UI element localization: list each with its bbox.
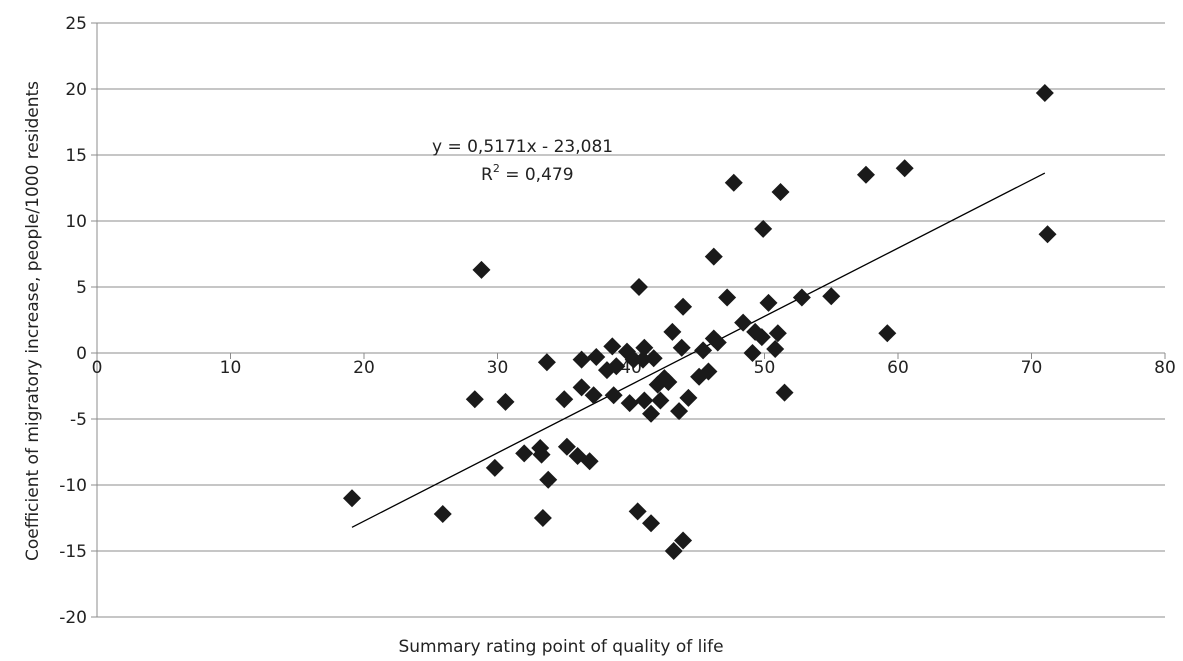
data-point [572,350,591,369]
data-point [587,347,606,366]
data-point [743,344,762,362]
data-point [604,386,623,405]
data-point [634,350,653,369]
x-tick-label: 60 [887,358,909,378]
data-points [342,83,1057,560]
y-tick-label: 15 [65,146,87,166]
data-point [485,458,504,477]
r-squared-label: R2 = 0,479 [481,162,574,185]
data-point [708,333,727,352]
data-point [679,388,698,407]
data-point [342,489,361,508]
axes [96,23,1166,617]
data-point [856,165,875,184]
data-point [555,390,574,409]
x-tick-label: 70 [1021,358,1043,378]
data-point [759,293,778,312]
data-point [895,159,914,178]
data-point [584,386,603,405]
data-point [694,341,713,360]
data-point [533,509,552,527]
y-tick-label: 25 [65,14,87,34]
data-point [539,470,558,489]
trendline-equation: y = 0,5171x - 23,081 [432,137,613,157]
y-axis-title: Coefficient of migratory increase, peopl… [23,81,43,561]
data-point [607,357,626,376]
data-point [642,404,661,423]
data-point [433,505,452,524]
y-tick-label: -20 [59,608,87,628]
x-tick-label: 20 [353,358,375,378]
data-point [465,390,484,409]
data-point [628,502,647,521]
data-point [766,340,785,359]
data-point [557,437,576,456]
data-point [496,392,515,411]
data-point [642,514,661,533]
data-point [651,391,670,410]
y-tick-label: 5 [76,278,87,298]
x-tick-label: 10 [220,358,242,378]
data-point [771,182,790,201]
data-point [754,219,773,238]
gridlines [91,22,1165,618]
data-point [624,350,643,369]
data-point [572,378,591,397]
x-tick-label: 0 [92,358,103,378]
data-point [775,383,794,402]
data-point [1038,225,1057,244]
y-tick-labels: 25 20 15 10 5 0 -5 -10 -15 -20 [59,14,87,628]
data-point [630,278,649,296]
data-point [1035,83,1054,102]
data-point [603,337,622,356]
y-tick-label: 0 [76,344,87,364]
x-axis-title: Summary rating point of quality of life [398,637,723,657]
data-point [635,338,654,357]
data-point [724,173,743,192]
y-tick-label: -15 [59,542,87,562]
data-point [704,247,723,266]
data-point [672,338,691,357]
data-point [878,324,897,343]
data-point [580,452,599,471]
data-point [752,328,771,347]
data-point [718,288,737,307]
y-tick-label: -5 [70,410,87,430]
data-point [699,362,718,381]
data-point [734,313,753,332]
data-point [515,444,534,463]
x-tick-labels: 0 10 20 30 40 50 60 70 80 [92,358,1176,378]
x-tick-label: 50 [754,358,776,378]
x-tick-label: 30 [487,358,509,378]
data-point [822,287,841,306]
data-point [472,260,491,279]
data-point [532,445,551,464]
data-point [792,288,811,307]
data-point [664,542,683,560]
y-tick-label: -10 [59,476,87,496]
data-point [635,391,654,410]
data-point [663,322,682,341]
data-point [644,349,663,368]
x-tick-label: 80 [1154,358,1176,378]
data-point [768,324,787,343]
data-point [620,394,639,413]
y-tick-label: 20 [65,80,87,100]
data-point [670,402,689,421]
data-point [674,297,693,316]
data-point [674,531,693,550]
data-point [659,373,678,392]
y-tick-label: 10 [65,212,87,232]
data-point [537,353,556,372]
